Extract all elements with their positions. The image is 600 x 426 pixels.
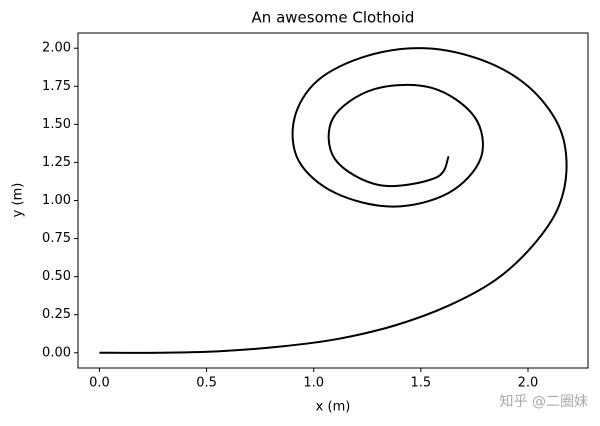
y-tick-label: 0.50: [42, 269, 71, 284]
y-tick-label: 1.75: [42, 79, 71, 94]
y-tick-label: 0.25: [42, 307, 71, 322]
x-tick-label: 0.0: [89, 376, 110, 391]
y-tick-label: 2.00: [42, 41, 71, 56]
x-axis-label: x (m): [316, 400, 351, 415]
plot-frame: [77, 32, 589, 369]
x-tick-label: 0.5: [196, 376, 217, 391]
x-tick-label: 1.0: [303, 376, 324, 391]
x-tick-label: 1.5: [411, 376, 432, 391]
line-series: [99, 47, 568, 354]
x-tick-label: 2.0: [518, 376, 539, 391]
y-tick-label: 0.75: [42, 231, 71, 246]
chart-title: An awesome Clothoid: [252, 9, 415, 27]
y-axis-label: y (m): [11, 183, 26, 218]
y-tick-label: 1.50: [42, 117, 71, 132]
y-tick-label: 1.00: [42, 193, 71, 208]
y-tick-label: 0.00: [42, 345, 71, 360]
watermark: 知乎 @二圈妹: [500, 393, 588, 410]
y-tick-label: 1.25: [42, 155, 71, 170]
